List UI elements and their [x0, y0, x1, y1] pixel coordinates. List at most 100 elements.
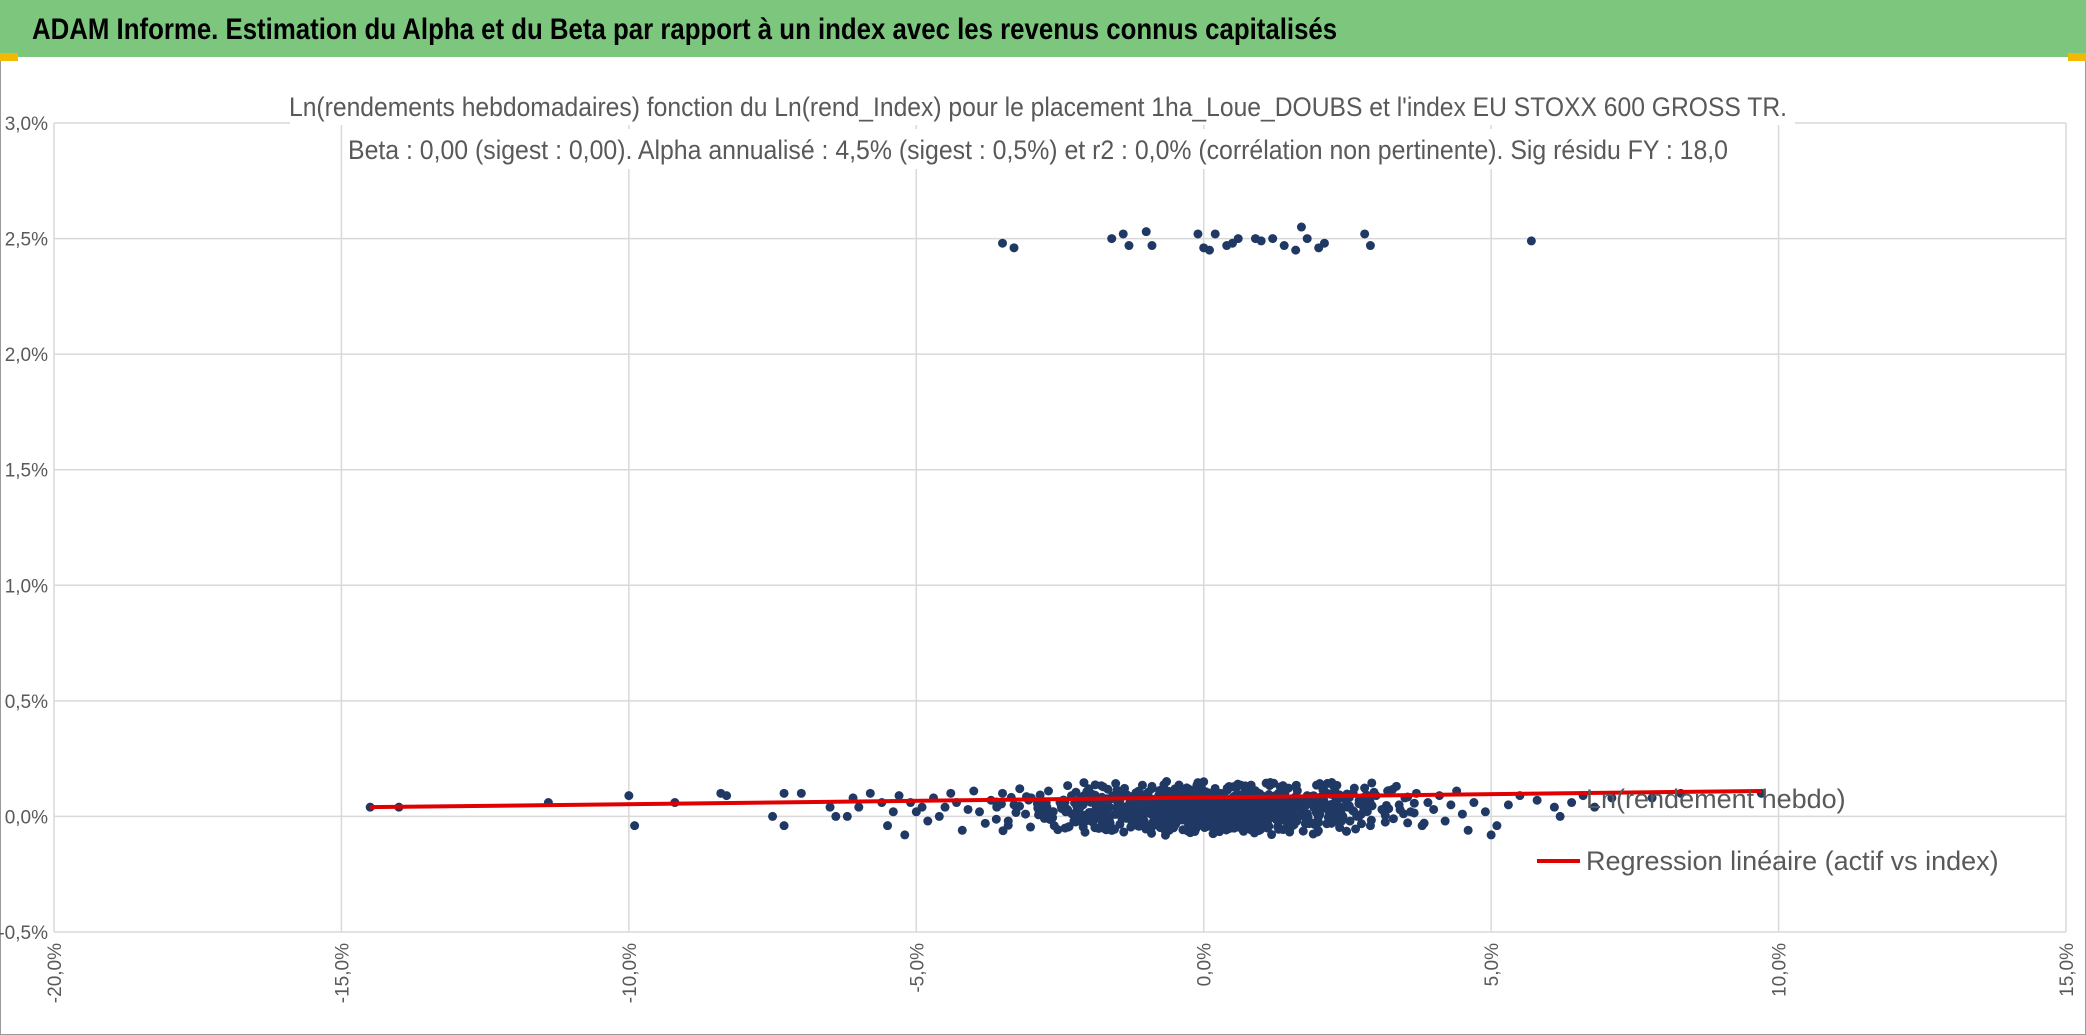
data-point	[1097, 800, 1107, 810]
data-point	[1607, 793, 1617, 803]
x-tick-label: 5,0%	[1482, 943, 1503, 986]
y-tick-label: 3,0%	[5, 114, 48, 135]
data-point	[1084, 808, 1094, 818]
data-point	[917, 802, 927, 812]
data-point	[1331, 816, 1341, 826]
data-point	[1210, 229, 1220, 239]
data-point	[1134, 821, 1144, 831]
data-point	[1240, 781, 1250, 791]
data-point	[630, 821, 640, 831]
data-point	[1365, 241, 1375, 251]
legend: Ln(rendement hebdo) Regression linéaire …	[1537, 784, 1999, 876]
data-point	[1334, 801, 1344, 811]
data-point	[1154, 786, 1164, 796]
data-point	[1463, 825, 1473, 835]
data-point	[1549, 802, 1559, 812]
data-point	[1119, 827, 1129, 837]
scatter-chart: Ln(rendements hebdomadaires) fonction du…	[0, 85, 2078, 1003]
data-point	[1310, 819, 1320, 829]
data-point	[831, 811, 841, 821]
data-point	[1379, 806, 1389, 816]
data-point	[1060, 823, 1070, 833]
data-point	[1492, 821, 1502, 831]
data-point	[1138, 807, 1148, 817]
data-point	[1118, 229, 1128, 239]
data-point	[1440, 816, 1450, 826]
data-point	[1269, 778, 1279, 788]
data-point	[1469, 798, 1479, 808]
regression-line-layer	[370, 789, 1762, 810]
data-point	[1086, 789, 1096, 799]
data-point	[1409, 808, 1419, 818]
x-tick-label: -20,0%	[45, 943, 66, 1003]
data-point	[1053, 825, 1063, 835]
data-point	[1503, 800, 1513, 810]
data-point	[1360, 783, 1370, 793]
data-point	[888, 807, 898, 817]
data-point	[1232, 780, 1242, 790]
data-point	[1486, 830, 1496, 840]
data-point	[1087, 815, 1097, 825]
data-point	[969, 786, 979, 796]
data-point	[1345, 816, 1355, 826]
data-point	[1279, 241, 1289, 251]
data-point	[1457, 809, 1467, 819]
data-point	[1647, 793, 1657, 803]
data-point	[825, 802, 835, 812]
data-point	[1480, 807, 1490, 817]
data-point	[1078, 822, 1088, 832]
data-point	[1124, 802, 1134, 812]
data-point	[900, 830, 910, 840]
data-point	[1192, 780, 1202, 790]
data-point	[1237, 803, 1247, 813]
chart-subtitle: Beta : 0,00 (sigest : 0,00). Alpha annua…	[348, 135, 1728, 165]
data-point	[1259, 798, 1269, 808]
data-point	[1366, 815, 1376, 825]
data-point	[1131, 788, 1141, 798]
data-point	[1282, 824, 1292, 834]
data-point	[1044, 786, 1054, 796]
data-point	[1567, 798, 1577, 808]
data-point	[1079, 778, 1089, 788]
x-tick-label: 15,0%	[2057, 943, 2078, 997]
data-point	[883, 821, 893, 831]
data-point	[1233, 234, 1243, 244]
y-axis-ticks: 3,0% 2,5% 2,0% 1,5% 1,0% 0,5% 0,0% -0,5%	[0, 114, 48, 944]
data-point	[1256, 813, 1266, 823]
data-point	[1298, 826, 1308, 836]
x-tick-label: 10,0%	[1770, 943, 1791, 997]
data-point	[1201, 787, 1211, 797]
x-axis-ticks: -20,0% -15,0% -10,0% -5,0% 0,0% 5,0% 10,0% 15,0…	[45, 943, 2078, 1003]
data-point	[980, 818, 990, 828]
data-points	[365, 222, 1766, 840]
title-backdrop	[290, 85, 1795, 125]
data-point	[1367, 778, 1377, 788]
data-point	[1135, 800, 1145, 810]
data-point	[975, 807, 985, 817]
data-point	[1200, 798, 1210, 808]
data-point	[1116, 787, 1126, 797]
data-point	[894, 791, 904, 801]
data-point	[1127, 810, 1137, 820]
data-point	[1275, 816, 1285, 826]
data-point	[940, 802, 950, 812]
data-point	[1172, 815, 1182, 825]
data-point	[1147, 241, 1157, 251]
data-point	[1354, 799, 1364, 809]
data-point	[1200, 809, 1210, 819]
data-point	[1184, 801, 1194, 811]
data-point	[1291, 245, 1301, 255]
data-point	[1532, 795, 1542, 805]
data-point	[1344, 801, 1354, 811]
data-point	[1115, 806, 1125, 816]
data-point	[1211, 803, 1221, 813]
data-point	[1097, 817, 1107, 827]
data-point	[991, 814, 1001, 824]
data-point	[998, 238, 1008, 248]
data-point	[722, 791, 732, 801]
data-point	[1276, 804, 1286, 814]
data-point	[1025, 822, 1035, 832]
data-point	[1141, 227, 1151, 237]
data-point	[624, 791, 634, 801]
